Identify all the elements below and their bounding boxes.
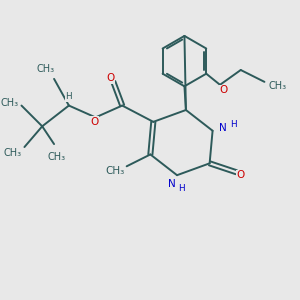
Text: N: N: [168, 179, 176, 189]
Text: CH₃: CH₃: [269, 81, 287, 91]
Text: CH₃: CH₃: [1, 98, 19, 108]
Text: O: O: [106, 73, 115, 83]
Text: N: N: [219, 123, 227, 133]
Text: CH₃: CH₃: [105, 166, 124, 176]
Text: H: H: [178, 184, 185, 193]
Text: CH₃: CH₃: [4, 148, 22, 158]
Text: H: H: [66, 92, 72, 101]
Text: CH₃: CH₃: [36, 64, 54, 74]
Text: H: H: [230, 120, 237, 129]
Text: O: O: [237, 170, 245, 180]
Text: O: O: [219, 85, 228, 95]
Text: CH₃: CH₃: [48, 152, 66, 162]
Text: O: O: [90, 117, 98, 127]
